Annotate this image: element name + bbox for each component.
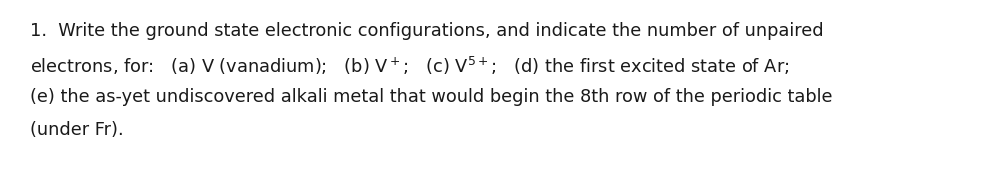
Text: (e) the as-yet undiscovered alkali metal that would begin the 8th row of the per: (e) the as-yet undiscovered alkali metal… (30, 88, 832, 106)
Text: 1.  Write the ground state electronic configurations, and indicate the number of: 1. Write the ground state electronic con… (30, 22, 823, 40)
Text: (under Fr).: (under Fr). (30, 121, 123, 139)
Text: electrons, for:   (a) V (vanadium);   (b) V$^+$;   (c) V$^{5+}$;   (d) the first: electrons, for: (a) V (vanadium); (b) V$… (30, 55, 788, 77)
